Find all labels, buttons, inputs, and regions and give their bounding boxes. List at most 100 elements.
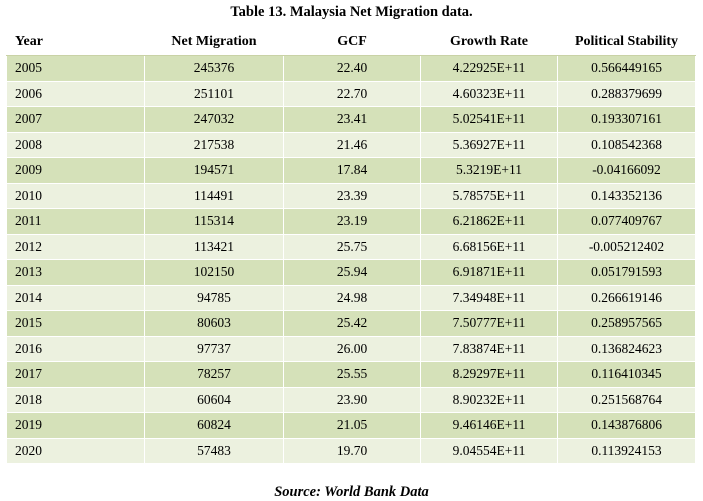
cell-gcf: 23.41 (283, 106, 421, 133)
table-row: 2013 102150 25.94 6.91871E+11 0.05179159… (6, 259, 696, 286)
table-row: 2011 115314 23.19 6.21862E+11 0.07740976… (6, 208, 696, 235)
cell-growth-rate: 9.46146E+11 (420, 412, 558, 439)
table-row: 2006 251101 22.70 4.60323E+11 0.28837969… (6, 80, 696, 107)
cell-year: 2020 (6, 437, 145, 464)
cell-gcf: 25.42 (283, 310, 421, 337)
cell-growth-rate: 7.83874E+11 (420, 335, 558, 362)
cell-political-stability: 0.051791593 (557, 259, 696, 286)
cell-growth-rate: 5.3219E+11 (420, 157, 558, 184)
column-header-net-migration: Net Migration (144, 27, 284, 56)
cell-year: 2013 (6, 259, 145, 286)
column-header-growth-rate: Growth Rate (420, 27, 558, 56)
cell-growth-rate: 5.02541E+11 (420, 106, 558, 133)
cell-year: 2010 (6, 182, 145, 209)
cell-net-migration: 97737 (144, 335, 284, 362)
cell-net-migration: 217538 (144, 131, 284, 158)
table-row: 2012 113421 25.75 6.68156E+11 -0.0052124… (6, 233, 696, 260)
cell-political-stability: 0.108542368 (557, 131, 696, 158)
cell-year: 2017 (6, 361, 145, 388)
cell-growth-rate: 5.78575E+11 (420, 182, 558, 209)
cell-net-migration: 114491 (144, 182, 284, 209)
cell-net-migration: 113421 (144, 233, 284, 260)
net-migration-table: Year Net Migration GCF Growth Rate Polit… (6, 27, 696, 464)
source-note: Source: World Bank Data (274, 484, 429, 500)
column-header-year: Year (6, 27, 145, 56)
cell-growth-rate: 7.34948E+11 (420, 284, 558, 311)
cell-year: 2007 (6, 106, 145, 133)
table-row: 2020 57483 19.70 9.04554E+11 0.113924153 (6, 437, 696, 464)
cell-net-migration: 57483 (144, 437, 284, 464)
column-header-political-stability: Political Stability (557, 27, 696, 56)
cell-net-migration: 251101 (144, 80, 284, 107)
cell-growth-rate: 5.36927E+11 (420, 131, 558, 158)
cell-net-migration: 102150 (144, 259, 284, 286)
cell-growth-rate: 9.04554E+11 (420, 437, 558, 464)
cell-political-stability: 0.113924153 (557, 437, 696, 464)
cell-political-stability: 0.288379699 (557, 80, 696, 107)
cell-gcf: 19.70 (283, 437, 421, 464)
cell-growth-rate: 4.60323E+11 (420, 80, 558, 107)
table-row: 2005 245376 22.40 4.22925E+11 0.56644916… (6, 55, 696, 82)
cell-year: 2016 (6, 335, 145, 362)
table-row: 2017 78257 25.55 8.29297E+11 0.116410345 (6, 361, 696, 388)
table-row: 2010 114491 23.39 5.78575E+11 0.14335213… (6, 182, 696, 209)
cell-net-migration: 60824 (144, 412, 284, 439)
table-row: 2009 194571 17.84 5.3219E+11 -0.04166092 (6, 157, 696, 184)
cell-political-stability: 0.116410345 (557, 361, 696, 388)
cell-net-migration: 247032 (144, 106, 284, 133)
cell-growth-rate: 7.50777E+11 (420, 310, 558, 337)
cell-political-stability: 0.077409767 (557, 208, 696, 235)
cell-growth-rate: 8.29297E+11 (420, 361, 558, 388)
cell-year: 2005 (6, 55, 145, 82)
cell-gcf: 21.46 (283, 131, 421, 158)
cell-year: 2009 (6, 157, 145, 184)
cell-year: 2011 (6, 208, 145, 235)
table-caption: Table 13. Malaysia Net Migration data. (230, 4, 473, 20)
table-row: 2019 60824 21.05 9.46146E+11 0.143876806 (6, 412, 696, 439)
cell-gcf: 21.05 (283, 412, 421, 439)
cell-year: 2014 (6, 284, 145, 311)
cell-net-migration: 115314 (144, 208, 284, 235)
cell-gcf: 25.94 (283, 259, 421, 286)
table-header-row: Year Net Migration GCF Growth Rate Polit… (6, 27, 696, 56)
cell-gcf: 17.84 (283, 157, 421, 184)
cell-political-stability: -0.005212402 (557, 233, 696, 260)
cell-growth-rate: 4.22925E+11 (420, 55, 558, 82)
table-row: 2015 80603 25.42 7.50777E+11 0.258957565 (6, 310, 696, 337)
cell-political-stability: -0.04166092 (557, 157, 696, 184)
cell-political-stability: 0.193307161 (557, 106, 696, 133)
cell-gcf: 24.98 (283, 284, 421, 311)
cell-net-migration: 78257 (144, 361, 284, 388)
cell-net-migration: 80603 (144, 310, 284, 337)
cell-gcf: 25.55 (283, 361, 421, 388)
cell-gcf: 26.00 (283, 335, 421, 362)
table-row: 2014 94785 24.98 7.34948E+11 0.266619146 (6, 284, 696, 311)
cell-growth-rate: 8.90232E+11 (420, 386, 558, 413)
cell-net-migration: 94785 (144, 284, 284, 311)
cell-growth-rate: 6.91871E+11 (420, 259, 558, 286)
cell-political-stability: 0.566449165 (557, 55, 696, 82)
cell-year: 2006 (6, 80, 145, 107)
cell-political-stability: 0.143352136 (557, 182, 696, 209)
cell-year: 2012 (6, 233, 145, 260)
cell-year: 2018 (6, 386, 145, 413)
cell-gcf: 25.75 (283, 233, 421, 260)
cell-growth-rate: 6.21862E+11 (420, 208, 558, 235)
cell-gcf: 22.40 (283, 55, 421, 82)
cell-net-migration: 194571 (144, 157, 284, 184)
cell-political-stability: 0.258957565 (557, 310, 696, 337)
cell-year: 2019 (6, 412, 145, 439)
cell-growth-rate: 6.68156E+11 (420, 233, 558, 260)
cell-political-stability: 0.251568764 (557, 386, 696, 413)
column-header-gcf: GCF (283, 27, 421, 56)
cell-political-stability: 0.136824623 (557, 335, 696, 362)
cell-political-stability: 0.266619146 (557, 284, 696, 311)
cell-gcf: 23.90 (283, 386, 421, 413)
cell-gcf: 23.39 (283, 182, 421, 209)
cell-year: 2008 (6, 131, 145, 158)
table-row: 2018 60604 23.90 8.90232E+11 0.251568764 (6, 386, 696, 413)
cell-net-migration: 245376 (144, 55, 284, 82)
cell-year: 2015 (6, 310, 145, 337)
cell-gcf: 22.70 (283, 80, 421, 107)
cell-political-stability: 0.143876806 (557, 412, 696, 439)
